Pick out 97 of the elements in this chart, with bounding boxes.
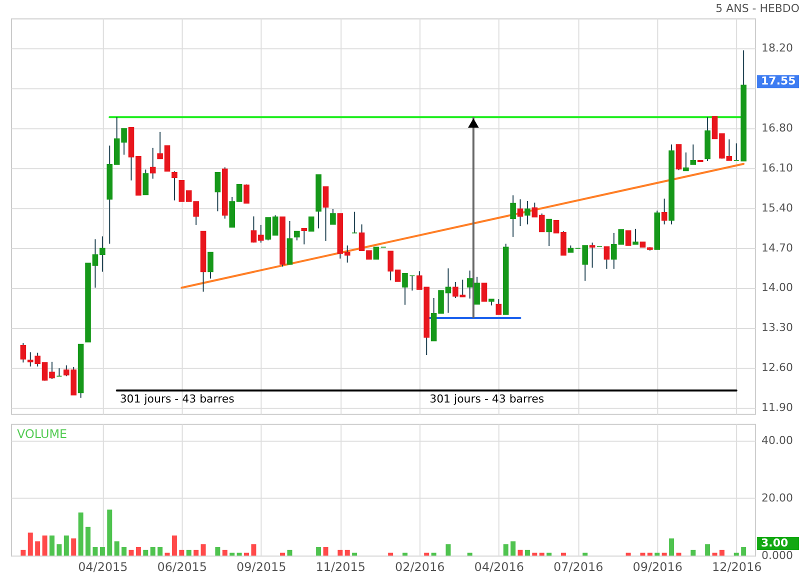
- bar: [251, 544, 256, 556]
- bar: [524, 550, 530, 556]
- bar: [78, 512, 84, 556]
- text: 17.55: [761, 74, 796, 88]
- bar: [194, 550, 199, 556]
- y-tick-label: 16.80: [762, 121, 793, 134]
- y-tick-label: 40.00: [762, 434, 793, 448]
- bar: [64, 536, 69, 556]
- candlestick: [244, 184, 250, 204]
- candlestick: [524, 200, 530, 225]
- bar: [107, 510, 112, 556]
- y-tick-label: 16.10: [762, 161, 793, 174]
- bar: [215, 547, 220, 556]
- bar: [114, 541, 120, 556]
- bar: [719, 550, 724, 556]
- bar: [179, 550, 184, 556]
- candlestick: [589, 242, 596, 268]
- bar: [186, 550, 192, 556]
- candlestick: [625, 230, 632, 246]
- x-tick-label: 04/2016: [474, 560, 524, 574]
- chart-title: VOLUME: [16, 426, 68, 441]
- y-tick-label: 18.20: [762, 42, 793, 55]
- y-tick-label: 15.40: [762, 201, 793, 214]
- candlestick: [322, 186, 329, 242]
- bar: [136, 547, 141, 556]
- x-tick-label: 06/2015: [157, 560, 208, 574]
- x-tick-label: 11/2015: [316, 560, 366, 574]
- bar: [446, 544, 451, 556]
- candlestick: [481, 282, 488, 302]
- candlestick: [546, 218, 552, 247]
- candlestick: [517, 198, 524, 227]
- bar: [316, 547, 322, 556]
- bar: [338, 550, 343, 556]
- chart-subtitle: 5 ANS - HEBDO: [716, 2, 800, 15]
- candlestick: [683, 152, 689, 172]
- candlestick: [142, 169, 149, 196]
- candlestick: [373, 246, 380, 260]
- bar: [56, 544, 62, 556]
- bar: [122, 547, 127, 556]
- bar: [100, 547, 105, 556]
- bar: [222, 550, 228, 556]
- x-tick-label: 07/2016: [554, 560, 604, 574]
- x-tick-label: 09/2016: [632, 560, 682, 574]
- bar: [92, 547, 98, 556]
- annotation: 301 jours - 43 barres: [430, 392, 544, 406]
- candlestick: [301, 228, 308, 245]
- y-tick-label: 0.000: [762, 549, 793, 562]
- bar: [50, 536, 54, 556]
- bar: [28, 532, 33, 556]
- bar: [86, 526, 91, 556]
- bar: [518, 550, 523, 556]
- y-tick-label: 20.00: [762, 492, 793, 505]
- bar: [690, 550, 696, 556]
- candlestick: [352, 211, 358, 234]
- y-tick-label: 13.30: [762, 321, 793, 334]
- x-tick-label: 04/2015: [78, 560, 128, 574]
- y-tick-label: 11.90: [762, 401, 793, 414]
- candlestick: [690, 144, 696, 165]
- y-tick-label: 14.70: [762, 241, 793, 254]
- bar: [705, 544, 710, 556]
- bar: [503, 544, 508, 556]
- candlestick: [208, 252, 214, 280]
- bar: [200, 544, 206, 556]
- candlestick: [308, 216, 314, 232]
- candlestick: [20, 342, 26, 363]
- candlestick: [604, 246, 610, 270]
- candlestick: [510, 194, 516, 238]
- bar: [20, 550, 26, 556]
- candlestick: [496, 298, 502, 316]
- bar: [143, 550, 148, 556]
- bar: [35, 541, 40, 556]
- x-tick-label: 02/2016: [395, 560, 445, 574]
- x-tick-label: 09/2015: [236, 560, 286, 574]
- bar: [344, 550, 350, 556]
- candlestick: [150, 147, 156, 180]
- bar: [71, 538, 76, 556]
- bar: [287, 550, 292, 556]
- candlestick: [214, 172, 221, 212]
- bar: [150, 547, 156, 556]
- bar: [741, 547, 746, 556]
- annotation: 301 jours - 43 barres: [120, 392, 235, 406]
- bar: [128, 550, 134, 556]
- candlestick: [56, 368, 62, 377]
- bar: [669, 538, 674, 556]
- bar: [172, 536, 177, 556]
- candlestick: [172, 170, 178, 201]
- candlestick: [330, 208, 336, 225]
- y-tick-label: 12.60: [762, 361, 793, 374]
- y-tick-label: 14.00: [762, 281, 793, 294]
- text: 3.00: [761, 536, 788, 550]
- x-tick-label: 12/2016: [712, 560, 762, 574]
- candlestick: [294, 230, 300, 241]
- candlestick: [661, 198, 668, 225]
- bar: [510, 541, 516, 556]
- bar: [42, 536, 48, 556]
- bar: [158, 547, 163, 556]
- candlestick: [632, 228, 638, 245]
